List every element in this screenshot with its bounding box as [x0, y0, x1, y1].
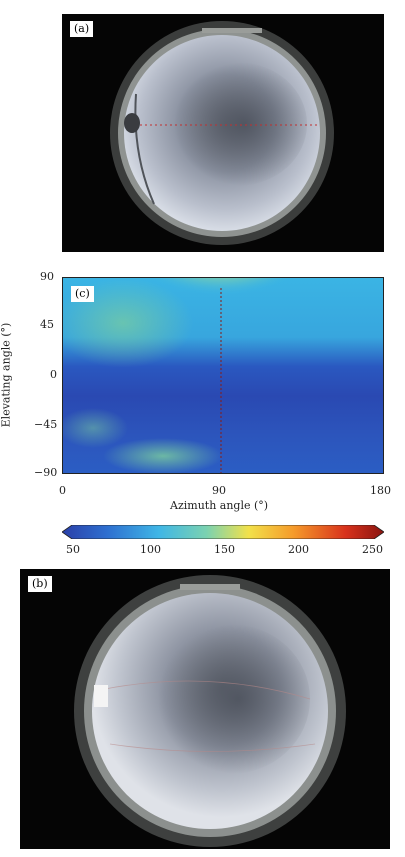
- fisheye-image-a: [110, 21, 334, 245]
- y-tick-label: −90: [34, 466, 58, 479]
- colorbar-tick-label: 100: [140, 543, 161, 556]
- x-tick-label: 90: [212, 484, 226, 497]
- x-tick-label: 180: [370, 484, 391, 497]
- panel-label-a: (a): [70, 21, 94, 37]
- colorbar-tick-label: 200: [288, 543, 309, 556]
- heatmap-plot: (c): [62, 277, 384, 474]
- fisheye-image-b: [74, 575, 346, 847]
- panel-label-b: (b): [28, 576, 52, 592]
- fisheye-photo-a: (a): [62, 14, 384, 252]
- y-tick-label: −45: [34, 418, 58, 431]
- colorbar-tick-label: 50: [66, 543, 80, 556]
- y-tick-label: 0: [50, 368, 57, 381]
- x-tick-label: 0: [59, 484, 66, 497]
- sun-occulter-icon: [124, 113, 140, 133]
- sun-glare-icon: [94, 685, 108, 707]
- fisheye-photo-b: (b): [20, 569, 390, 849]
- colorbar: [62, 525, 384, 539]
- y-axis-label: Elevating angle (°): [0, 322, 13, 428]
- colorbar-tick-label: 250: [362, 543, 383, 556]
- panel-label-c: (c): [71, 286, 94, 302]
- x-axis-label: Azimuth angle (°): [170, 499, 269, 512]
- heatmap-canvas: [63, 278, 383, 473]
- y-tick-label: 90: [40, 270, 54, 283]
- y-tick-label: 45: [40, 318, 54, 331]
- colorbar-tick-label: 150: [214, 543, 235, 556]
